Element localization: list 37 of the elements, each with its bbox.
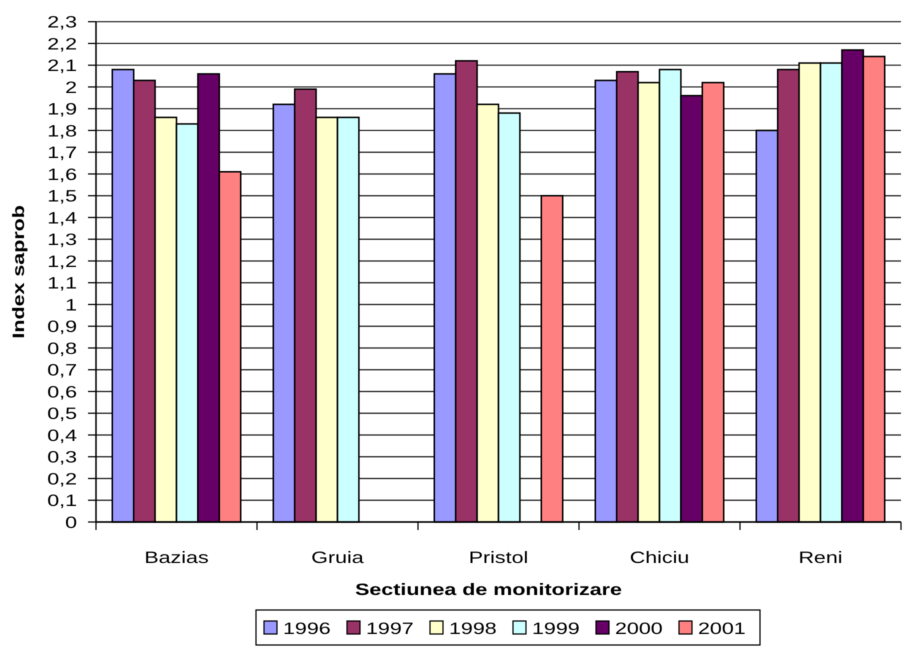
legend-label: 2001 bbox=[698, 620, 746, 638]
x-tick-label: Reni bbox=[798, 549, 843, 568]
y-tick-label: 1,6 bbox=[47, 166, 77, 184]
y-tick-label: 1,7 bbox=[47, 144, 77, 163]
y-tick-label: 0,1 bbox=[47, 492, 77, 511]
y-tick-label: 0,4 bbox=[47, 427, 78, 446]
y-tick-label: 0,5 bbox=[47, 405, 77, 424]
y-tick-label: 0 bbox=[65, 514, 77, 532]
legend-label: 2000 bbox=[615, 620, 663, 638]
y-tick-label: 1,2 bbox=[47, 253, 77, 272]
legend-label: 1996 bbox=[283, 620, 331, 638]
y-tick-label: 1,8 bbox=[47, 122, 77, 141]
y-tick-label: 0,7 bbox=[47, 362, 77, 380]
y-tick-label: 1,3 bbox=[47, 231, 77, 250]
x-tick-label: Chiciu bbox=[630, 549, 690, 568]
y-tick-label: 2,3 bbox=[47, 14, 77, 32]
x-tick-label: Pristol bbox=[468, 549, 528, 568]
legend-label: 1997 bbox=[366, 620, 414, 638]
x-axis-title: Sectiunea de monitorizare bbox=[355, 581, 622, 600]
y-axis-title: Index saprob bbox=[10, 205, 28, 339]
y-tick-label: 1,9 bbox=[47, 100, 77, 120]
y-tick-label: 0,9 bbox=[47, 318, 77, 337]
y-tick-label: 1 bbox=[65, 296, 77, 315]
y-tick-label: 1,5 bbox=[47, 188, 77, 206]
y-tick-label: 0,6 bbox=[47, 384, 77, 402]
y-tick-label: 2,2 bbox=[47, 36, 77, 54]
y-tick-label: 0,8 bbox=[47, 340, 77, 358]
y-tick-label: 0,3 bbox=[47, 448, 77, 468]
y-tick-label: 2,1 bbox=[47, 57, 77, 76]
y-tick-label: 2 bbox=[65, 79, 77, 98]
x-tick-label: Bazias bbox=[144, 549, 209, 568]
y-tick-label: 1,4 bbox=[47, 210, 78, 228]
legend-label: 1998 bbox=[449, 620, 497, 638]
legend-label: 1999 bbox=[532, 620, 580, 638]
x-tick-label: Gruia bbox=[311, 549, 364, 568]
y-tick-label: 1,1 bbox=[47, 274, 77, 294]
y-tick-label: 0,2 bbox=[47, 470, 77, 489]
